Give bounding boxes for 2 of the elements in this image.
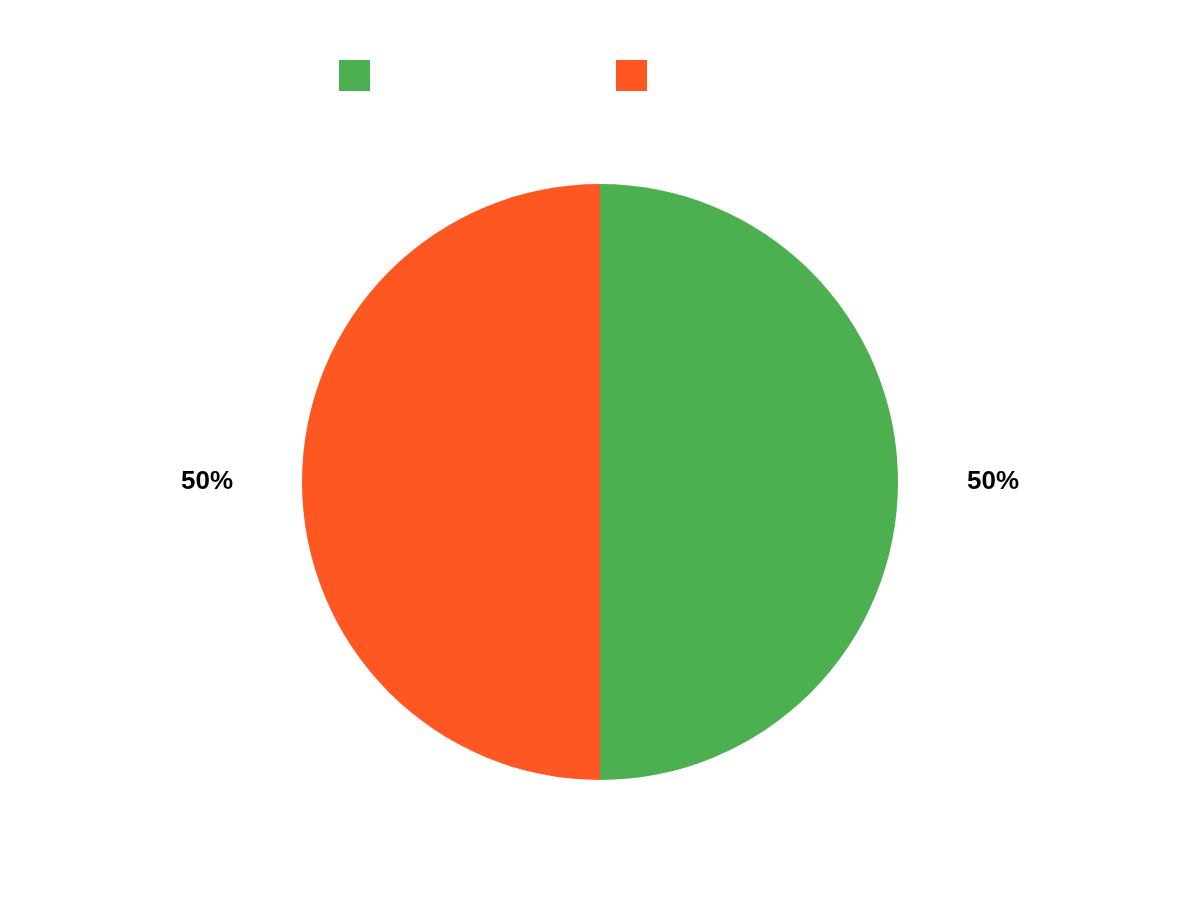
data-label: 50%	[180, 465, 234, 496]
data-label: 50%	[966, 465, 1020, 496]
